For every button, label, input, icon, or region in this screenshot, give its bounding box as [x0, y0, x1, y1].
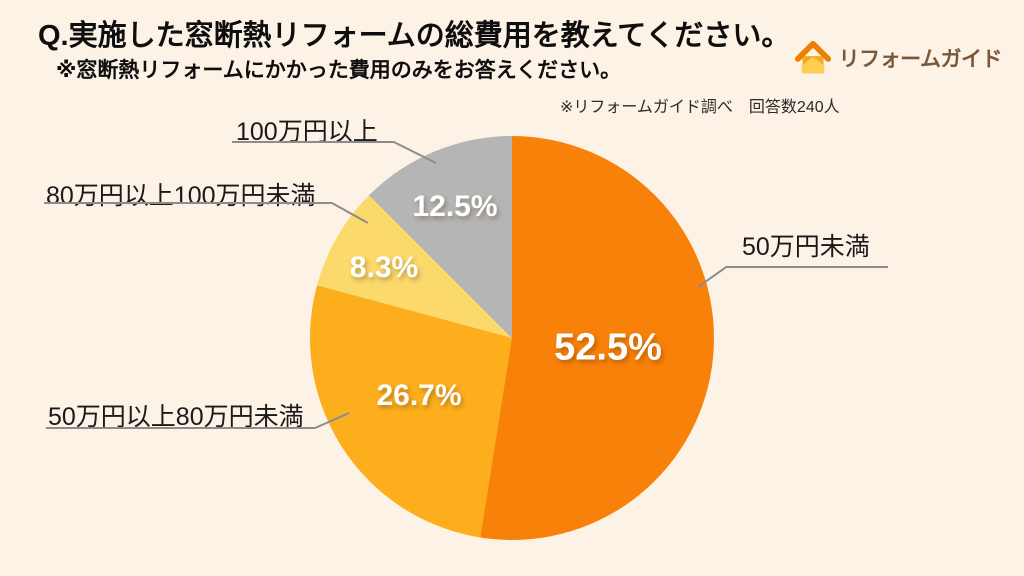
pie-category-label-over-100: 100万円以上 — [236, 118, 378, 146]
page-title: Q.実施した窓断熱リフォームの総費用を教えてください。 — [38, 20, 791, 52]
pie-value-label-under-50: 52.5% — [554, 326, 662, 369]
page-subtitle: ※窓断熱リフォームにかかった費用のみをお答えください。 — [56, 59, 622, 82]
survey-note: ※リフォームガイド調べ 回答数240人 — [560, 99, 840, 116]
pie-category-label-50-80: 50万円以上80万円未満 — [48, 403, 304, 431]
pie-chart — [310, 136, 714, 540]
callout-underline — [232, 141, 394, 143]
house-icon — [794, 38, 832, 78]
reform-guide-logo: リフォームガイド — [794, 38, 1003, 78]
pie-value-label-80-100: 8.3% — [349, 251, 419, 284]
pie-value-label-over-100: 12.5% — [412, 190, 498, 223]
pie-category-label-under-50: 50万円未満 — [742, 233, 870, 261]
callout-underline — [46, 427, 315, 429]
callout-underline — [726, 266, 888, 268]
pie-category-label-80-100: 80万円以上100万円未満 — [46, 182, 316, 210]
pie-value-label-50-80: 26.7% — [376, 379, 462, 412]
callout-underline — [44, 202, 332, 204]
logo-text: リフォームガイド — [838, 48, 1003, 71]
